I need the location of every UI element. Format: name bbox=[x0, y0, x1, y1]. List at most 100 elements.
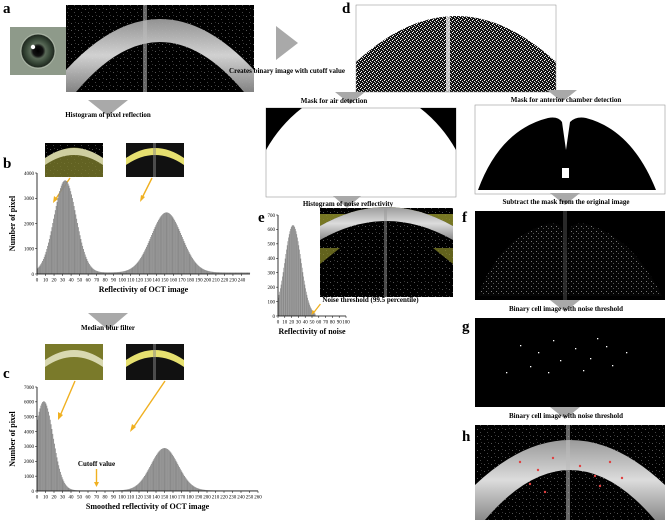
histogram-bar bbox=[294, 227, 296, 316]
histogram-bar bbox=[37, 267, 39, 274]
histogram-bar bbox=[205, 489, 207, 491]
histogram-bar bbox=[150, 237, 152, 274]
x-tick-label: 110 bbox=[127, 279, 135, 284]
histogram-bar bbox=[200, 489, 202, 491]
histogram-bar bbox=[280, 288, 281, 316]
histogram-bar bbox=[214, 272, 216, 274]
histogram-bar bbox=[54, 448, 56, 491]
histogram-bar bbox=[237, 272, 239, 274]
oct-image-e bbox=[320, 207, 453, 297]
histogram-bar bbox=[181, 237, 183, 274]
x-tick-label: 10 bbox=[282, 321, 288, 326]
air-mask-image bbox=[265, 107, 457, 198]
histogram-bar bbox=[128, 488, 130, 491]
histogram-bar bbox=[120, 490, 122, 491]
histogram-bar bbox=[154, 227, 156, 274]
y-tick-label: 3000 bbox=[24, 197, 35, 202]
histogram-bar bbox=[215, 272, 217, 274]
histogram-bar bbox=[69, 188, 71, 274]
histogram-bar bbox=[232, 272, 234, 274]
histogram-bar bbox=[54, 210, 56, 274]
histogram-bar bbox=[57, 198, 59, 274]
histogram-bar bbox=[190, 484, 192, 491]
histogram-bar bbox=[79, 235, 81, 274]
histogram-bar bbox=[195, 262, 197, 274]
x-tick-label: 240 bbox=[237, 496, 245, 501]
x-tick-label: 120 bbox=[135, 496, 143, 501]
histogram-bar bbox=[100, 271, 101, 274]
histogram-bar bbox=[238, 272, 240, 274]
histogram-bar bbox=[68, 185, 70, 274]
histogram-bar bbox=[75, 490, 77, 491]
histogram-bar bbox=[155, 456, 157, 491]
y-tick-label: 4000 bbox=[24, 430, 35, 435]
histogram-bar bbox=[179, 231, 181, 274]
histogram-bar bbox=[61, 183, 63, 274]
histogram-bar bbox=[78, 231, 80, 274]
binary-cell-image-g bbox=[475, 318, 665, 407]
histogram-bar bbox=[43, 256, 45, 274]
histogram-bar bbox=[108, 272, 110, 274]
histogram-bar bbox=[290, 228, 291, 316]
histogram-bar bbox=[288, 237, 289, 316]
histogram-bar bbox=[39, 408, 41, 491]
histogram-bar bbox=[190, 483, 191, 491]
histogram-bar bbox=[48, 415, 50, 491]
histogram-bar bbox=[291, 225, 293, 316]
histogram-bar bbox=[197, 488, 199, 491]
histogram-bar bbox=[169, 214, 171, 274]
x-tick-label: 220 bbox=[221, 279, 229, 284]
histogram-bar bbox=[248, 272, 250, 274]
histogram-bar bbox=[118, 271, 120, 274]
histogram-bar bbox=[192, 259, 194, 274]
histogram-bar bbox=[92, 268, 94, 274]
histogram-bar bbox=[106, 272, 108, 274]
histogram-bar bbox=[146, 246, 147, 274]
x-tick-label: 230 bbox=[229, 279, 237, 284]
histogram-bar bbox=[113, 272, 115, 274]
x-tick-label: 20 bbox=[289, 321, 295, 326]
histogram-bar bbox=[59, 191, 61, 274]
x-tick-label: 0 bbox=[36, 279, 39, 284]
histogram-bar bbox=[162, 448, 164, 491]
histogram-bar bbox=[175, 223, 177, 274]
histogram-bar bbox=[171, 453, 173, 491]
x-tick-label: 190 bbox=[195, 496, 203, 501]
x-tick-label: 260 bbox=[254, 496, 262, 501]
histogram-bar bbox=[196, 263, 198, 274]
histogram-bar bbox=[50, 424, 52, 491]
histogram-bar bbox=[137, 261, 139, 274]
histogram-bar bbox=[38, 411, 40, 491]
histogram-bar bbox=[207, 490, 209, 491]
x-axis-label: Reflectivity of OCT image bbox=[99, 285, 189, 294]
histogram-bar bbox=[306, 294, 308, 316]
histogram-bar bbox=[138, 483, 140, 491]
histogram-bar bbox=[124, 489, 126, 491]
histogram-bar bbox=[112, 272, 114, 274]
x-axis-label: Reflectivity of noise bbox=[278, 327, 346, 336]
histogram-bar bbox=[74, 490, 76, 491]
x-tick-label: 160 bbox=[169, 496, 177, 501]
histogram-bar bbox=[185, 244, 187, 274]
y-tick-label: 500 bbox=[268, 243, 276, 248]
histogram-bar bbox=[73, 489, 75, 491]
y-tick-label: 2000 bbox=[24, 222, 35, 227]
histogram-bar bbox=[128, 269, 130, 274]
histogram-bar bbox=[38, 266, 40, 274]
histogram-bar bbox=[312, 311, 314, 316]
histogram-bar bbox=[151, 235, 153, 274]
histogram-bar bbox=[136, 485, 138, 491]
histogram-bar bbox=[41, 262, 43, 274]
histogram-bar bbox=[102, 272, 104, 274]
histogram-b: 0 10 20 30 40 50 60 70 80 90 100 110 120 130 140 150 160… bbox=[8, 172, 251, 294]
x-tick-label: 70 bbox=[323, 321, 329, 326]
histogram-bar bbox=[309, 304, 311, 316]
flow-arrow-d-ac bbox=[547, 90, 577, 102]
histogram-bar bbox=[152, 460, 154, 491]
panel-label-c: c bbox=[3, 366, 10, 382]
histogram-bar bbox=[311, 309, 313, 316]
histogram-bar bbox=[110, 272, 112, 274]
histogram-bar bbox=[116, 272, 118, 274]
histogram-bar bbox=[169, 213, 170, 274]
histogram-bar bbox=[62, 182, 64, 274]
